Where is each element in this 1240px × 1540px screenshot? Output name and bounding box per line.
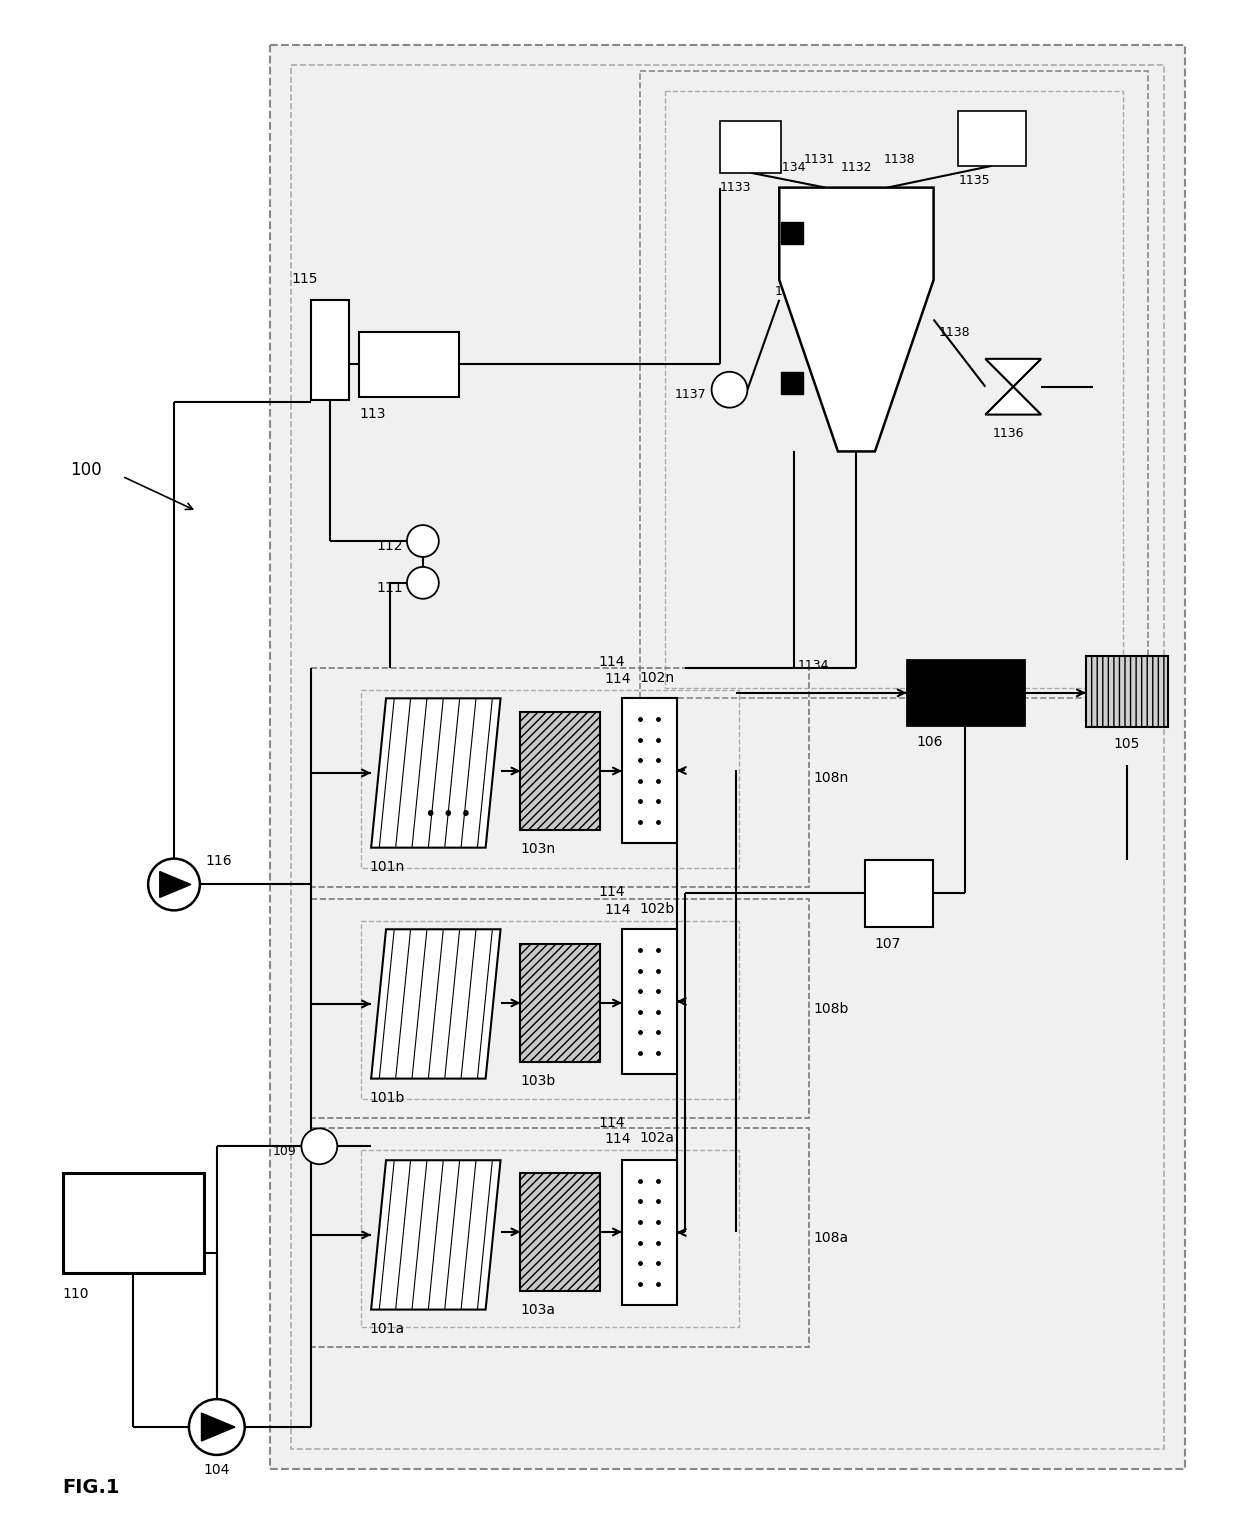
Text: 114: 114 <box>598 885 625 899</box>
Text: 104: 104 <box>203 1463 229 1477</box>
Polygon shape <box>779 188 934 451</box>
Bar <box>521 944 600 1061</box>
Text: 103n: 103n <box>521 842 556 856</box>
Bar <box>665 91 1122 688</box>
Text: 114: 114 <box>598 1116 625 1130</box>
Text: 115: 115 <box>291 273 317 286</box>
Text: 114: 114 <box>604 904 631 918</box>
Text: raw water feeder: raw water feeder <box>908 687 1023 699</box>
Text: 114: 114 <box>598 654 625 668</box>
Text: 100: 100 <box>71 462 102 479</box>
Text: 1135: 1135 <box>959 174 990 186</box>
Bar <box>781 222 804 245</box>
Polygon shape <box>371 698 501 847</box>
Polygon shape <box>160 872 191 898</box>
Bar <box>311 1129 810 1348</box>
Bar <box>622 698 677 842</box>
Bar <box>361 921 739 1098</box>
Text: vapor temperature
controller: vapor temperature controller <box>67 1207 200 1238</box>
Bar <box>311 300 350 400</box>
Circle shape <box>407 525 439 557</box>
Text: controller: controller <box>376 357 443 371</box>
Text: 108b: 108b <box>813 1003 848 1016</box>
Text: 107: 107 <box>875 938 901 952</box>
Text: 1136: 1136 <box>992 427 1024 439</box>
Circle shape <box>301 1129 337 1164</box>
Text: 1134: 1134 <box>774 285 806 297</box>
Text: 110: 110 <box>62 1287 89 1301</box>
Bar <box>959 111 1027 166</box>
Circle shape <box>188 1400 244 1455</box>
Text: 109: 109 <box>273 1144 296 1158</box>
Text: 106: 106 <box>916 735 944 748</box>
Bar <box>781 371 804 394</box>
Text: 114: 114 <box>604 673 631 687</box>
Text: 114: 114 <box>604 1132 631 1146</box>
Polygon shape <box>986 359 1042 387</box>
Bar <box>521 713 600 830</box>
Text: 111: 111 <box>377 581 403 594</box>
Text: 102a: 102a <box>640 1132 675 1146</box>
Text: 101a: 101a <box>370 1321 404 1335</box>
Text: 102n: 102n <box>640 671 675 685</box>
Bar <box>361 1150 739 1327</box>
Text: 1131: 1131 <box>805 152 836 166</box>
Text: • • •: • • • <box>425 805 472 824</box>
Text: 1138: 1138 <box>939 326 970 339</box>
Text: 1134: 1134 <box>797 659 828 671</box>
Bar <box>62 1173 203 1272</box>
Bar <box>311 899 810 1118</box>
Text: 112: 112 <box>377 539 403 553</box>
Circle shape <box>407 567 439 599</box>
Bar <box>906 661 1024 725</box>
Circle shape <box>712 371 748 408</box>
Bar <box>361 690 739 867</box>
Polygon shape <box>986 387 1042 414</box>
Text: FIG.1: FIG.1 <box>62 1478 120 1497</box>
Text: 103a: 103a <box>521 1303 556 1317</box>
Polygon shape <box>201 1414 234 1441</box>
Text: 108a: 108a <box>813 1230 848 1244</box>
Text: 108n: 108n <box>813 772 848 785</box>
Text: 103b: 103b <box>521 1073 556 1087</box>
Text: 101b: 101b <box>370 1090 404 1104</box>
Bar <box>1086 656 1168 727</box>
Text: 113: 113 <box>360 407 386 420</box>
Bar <box>291 65 1163 1449</box>
Text: 102b: 102b <box>640 902 675 916</box>
Text: 1137: 1137 <box>675 388 707 402</box>
Bar <box>360 333 459 397</box>
Polygon shape <box>371 929 501 1078</box>
Text: 1132: 1132 <box>841 160 873 174</box>
Bar <box>719 122 781 172</box>
Bar <box>311 668 810 887</box>
Bar <box>864 859 932 927</box>
Text: 1134: 1134 <box>774 160 806 174</box>
Text: 116: 116 <box>206 853 232 867</box>
Circle shape <box>148 859 200 910</box>
Text: 1133: 1133 <box>719 180 751 194</box>
Bar <box>622 929 677 1073</box>
Text: 1138: 1138 <box>884 152 915 166</box>
Text: 105: 105 <box>1114 738 1140 752</box>
Bar <box>269 45 1185 1469</box>
Bar <box>521 1173 600 1291</box>
Bar <box>622 1160 677 1304</box>
Text: 101n: 101n <box>370 859 404 873</box>
Bar <box>640 71 1148 698</box>
Polygon shape <box>371 1160 501 1309</box>
